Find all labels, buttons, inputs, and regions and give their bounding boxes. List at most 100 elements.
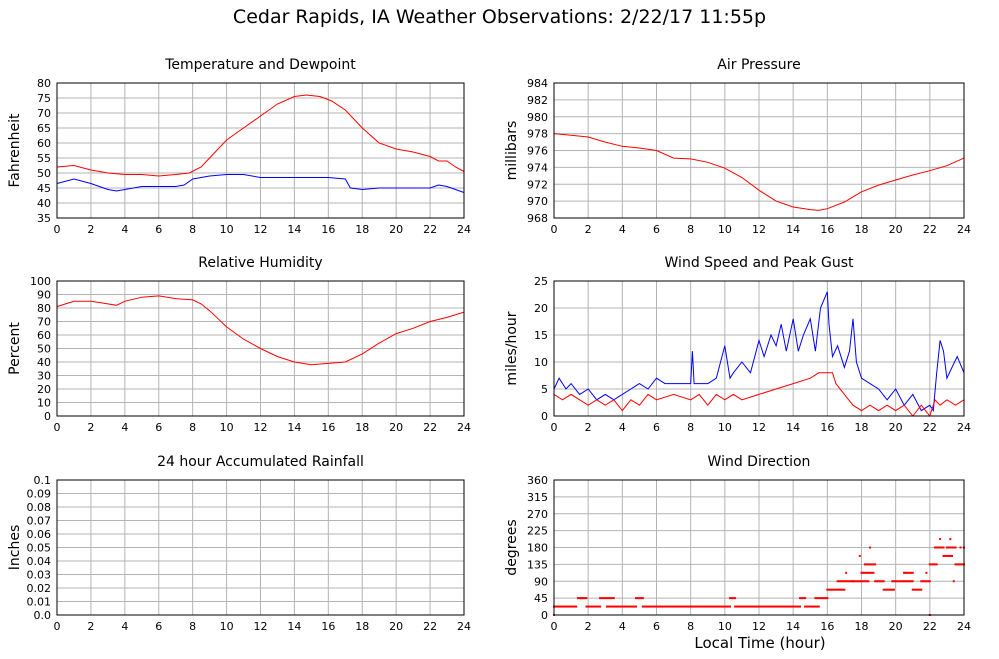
data-point	[694, 605, 697, 608]
data-point	[585, 597, 588, 600]
x-tick-label: 12	[254, 620, 268, 633]
data-point	[824, 597, 827, 600]
y-axis-label: Inches	[7, 525, 23, 570]
y-tick-label: 970	[527, 195, 548, 208]
data-point	[764, 605, 767, 608]
y-tick-label: 20	[37, 383, 51, 396]
data-point	[814, 597, 817, 600]
data-point	[705, 605, 708, 608]
x-tick-label: 0	[54, 620, 61, 633]
data-point	[665, 605, 668, 608]
y-tick-label: 0.03	[27, 569, 52, 582]
data-point	[954, 546, 957, 549]
data-point	[898, 580, 901, 583]
data-point	[648, 605, 651, 608]
data-point	[865, 571, 868, 574]
data-point	[819, 597, 822, 600]
x-tick-label: 16	[820, 223, 834, 236]
data-point	[682, 605, 685, 608]
data-point	[884, 588, 887, 591]
x-tick-label: 14	[287, 421, 301, 434]
data-point	[739, 605, 742, 608]
data-point	[851, 580, 854, 583]
data-point	[769, 605, 772, 608]
data-point	[679, 605, 682, 608]
data-point	[734, 605, 737, 608]
x-tick-label: 22	[423, 620, 437, 633]
data-point	[933, 563, 936, 566]
data-point	[939, 538, 942, 541]
data-point	[558, 605, 561, 608]
data-point	[585, 605, 588, 608]
y-tick-label: 15	[534, 329, 548, 342]
data-point	[614, 605, 617, 608]
data-point	[638, 597, 641, 600]
data-point	[795, 605, 798, 608]
data-point	[696, 605, 699, 608]
data-point	[635, 605, 637, 608]
data-point	[935, 563, 938, 566]
data-point	[939, 546, 942, 549]
data-point	[933, 546, 936, 549]
data-point	[870, 563, 873, 566]
data-point	[672, 605, 675, 608]
data-point	[776, 605, 779, 608]
x-tick-label: 6	[155, 223, 162, 236]
data-point	[595, 605, 598, 608]
data-point	[858, 554, 861, 557]
data-point	[640, 597, 643, 600]
data-point	[607, 605, 610, 608]
data-point	[643, 605, 646, 608]
y-tick-label: 315	[527, 491, 548, 504]
y-tick-label: 35	[37, 212, 51, 225]
data-point	[587, 605, 590, 608]
y-tick-label: 60	[37, 137, 51, 150]
data-point	[609, 597, 612, 600]
panel-title: Temperature and Dewpoint	[164, 57, 356, 73]
data-point	[605, 605, 608, 608]
data-point	[658, 605, 661, 608]
data-point	[708, 605, 711, 608]
data-point	[872, 563, 875, 566]
x-tick-label: 0	[54, 223, 61, 236]
data-point	[908, 571, 911, 574]
data-point	[862, 580, 865, 583]
data-point	[949, 546, 952, 549]
data-point	[778, 605, 781, 608]
x-tick-label: 18	[855, 620, 869, 633]
data-point	[751, 605, 754, 608]
data-point	[758, 605, 760, 608]
data-point	[896, 580, 899, 583]
data-point	[874, 580, 877, 583]
data-point	[840, 580, 842, 583]
y-tick-label: 135	[527, 558, 548, 571]
data-point	[749, 605, 752, 608]
series-line	[553, 133, 965, 211]
data-point	[889, 588, 892, 591]
data-point	[616, 605, 619, 608]
y-tick-label: 65	[37, 122, 51, 135]
data-point	[838, 580, 841, 583]
y-tick-label: 0.08	[27, 501, 52, 514]
data-point	[916, 588, 919, 591]
data-point	[735, 605, 738, 608]
data-point	[904, 580, 907, 583]
data-point	[899, 580, 902, 583]
data-point	[641, 597, 644, 600]
data-point	[674, 605, 677, 608]
data-point	[869, 563, 872, 566]
data-point	[761, 605, 764, 608]
data-point	[563, 605, 566, 608]
data-point	[787, 605, 790, 608]
data-point	[701, 605, 704, 608]
data-point	[959, 546, 962, 549]
x-tick-label: 24	[457, 223, 471, 236]
plot-frame	[56, 82, 465, 219]
x-tick-label: 22	[423, 421, 437, 434]
data-point	[877, 580, 880, 583]
data-point	[817, 605, 820, 608]
data-point	[771, 605, 774, 608]
data-point	[718, 605, 721, 608]
x-tick-label: 8	[189, 223, 196, 236]
x-tick-label: 2	[87, 620, 94, 633]
